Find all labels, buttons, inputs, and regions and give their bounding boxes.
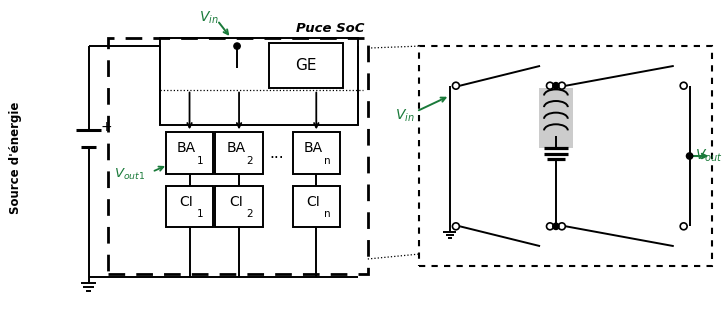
- Bar: [160, 38, 358, 125]
- Text: GE: GE: [295, 58, 317, 73]
- Bar: [269, 43, 343, 88]
- Text: Puce SoC: Puce SoC: [296, 22, 365, 35]
- Bar: [215, 132, 263, 174]
- Circle shape: [452, 82, 459, 89]
- Text: CI: CI: [229, 195, 243, 209]
- Circle shape: [452, 223, 459, 230]
- Bar: [539, 88, 573, 148]
- Bar: [215, 186, 263, 227]
- Bar: [166, 132, 213, 174]
- Bar: [419, 46, 713, 266]
- Bar: [293, 132, 340, 174]
- Text: $V_{in}$: $V_{in}$: [395, 107, 414, 123]
- Circle shape: [547, 82, 553, 89]
- Text: +: +: [100, 120, 112, 134]
- Bar: [108, 38, 368, 274]
- Circle shape: [680, 223, 687, 230]
- Text: 2: 2: [247, 209, 253, 220]
- Text: ...: ...: [269, 146, 284, 161]
- Text: BA: BA: [226, 141, 245, 155]
- Bar: [166, 186, 213, 227]
- Text: BA: BA: [177, 141, 196, 155]
- Text: $V_{in}$: $V_{in}$: [199, 9, 219, 26]
- Circle shape: [553, 223, 559, 230]
- Text: $V_{out1}$: $V_{out1}$: [114, 167, 146, 182]
- Text: 1: 1: [197, 209, 204, 220]
- Circle shape: [680, 82, 687, 89]
- Text: 1: 1: [197, 156, 204, 166]
- Text: n: n: [324, 156, 331, 166]
- Bar: [293, 186, 340, 227]
- Text: BA: BA: [304, 141, 323, 155]
- Text: CI: CI: [306, 195, 320, 209]
- Circle shape: [687, 153, 693, 159]
- Text: 2: 2: [247, 156, 253, 166]
- Text: Source d'énergie: Source d'énergie: [9, 102, 22, 214]
- Text: CI: CI: [180, 195, 194, 209]
- Circle shape: [558, 82, 566, 89]
- Text: $V_{out}$: $V_{out}$: [695, 148, 722, 164]
- Circle shape: [234, 43, 240, 49]
- Circle shape: [558, 223, 566, 230]
- Text: n: n: [324, 209, 331, 220]
- Circle shape: [553, 83, 559, 89]
- Circle shape: [547, 223, 553, 230]
